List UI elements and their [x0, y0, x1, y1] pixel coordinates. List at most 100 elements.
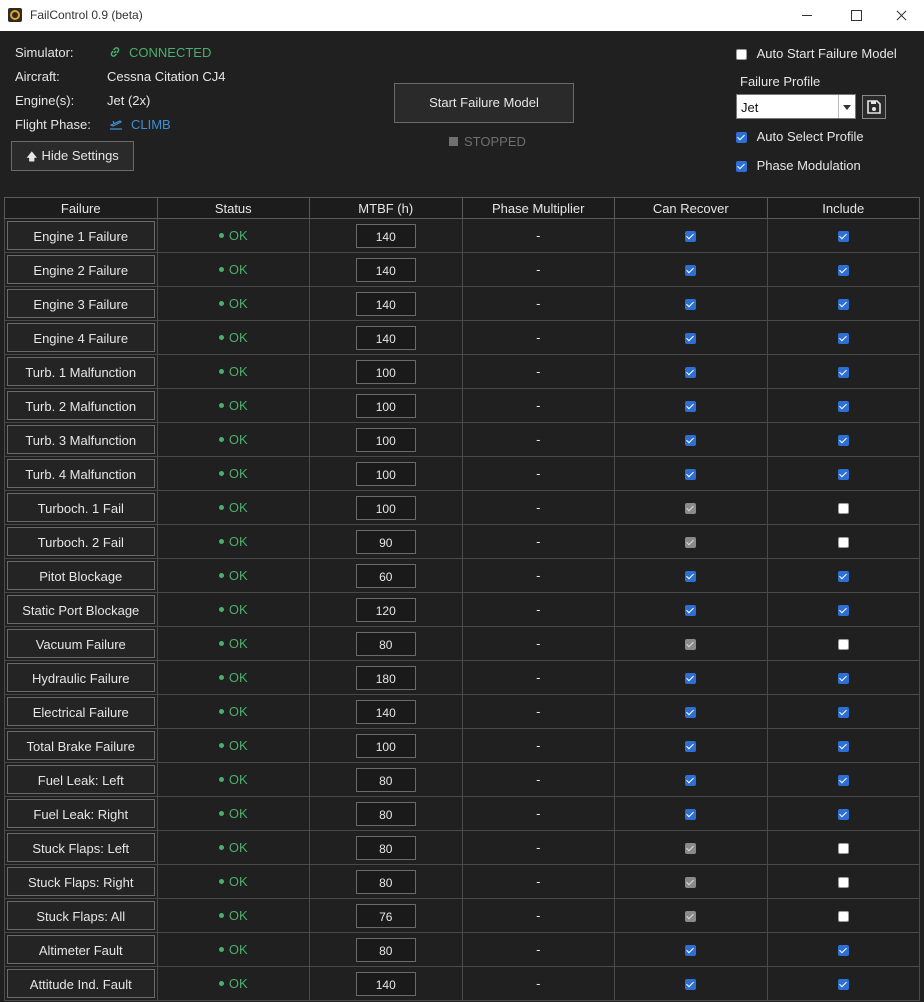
failure-button[interactable]: Engine 1 Failure	[6, 221, 155, 250]
failure-button[interactable]: Turb. 3 Malfunction	[6, 425, 155, 454]
save-profile-button[interactable]	[862, 95, 886, 119]
header-status[interactable]: Status	[156, 197, 310, 219]
can-recover-checkbox[interactable]	[685, 367, 697, 379]
include-checkbox[interactable]	[837, 707, 849, 719]
failure-button[interactable]: Stuck Flaps: Left	[6, 833, 155, 862]
mtbf-input[interactable]: 80	[355, 869, 416, 894]
include-checkbox[interactable]	[837, 367, 849, 379]
include-checkbox[interactable]	[837, 435, 849, 447]
failure-button[interactable]: Stuck Flaps: Right	[6, 867, 155, 896]
include-checkbox[interactable]	[837, 469, 849, 481]
can-recover-checkbox[interactable]	[685, 707, 697, 719]
header-mtbf[interactable]: MTBF (h)	[309, 197, 463, 219]
mtbf-input[interactable]: 100	[355, 495, 416, 520]
can-recover-checkbox[interactable]	[685, 231, 697, 243]
mtbf-input[interactable]: 100	[355, 461, 416, 486]
mtbf-input[interactable]: 120	[355, 597, 416, 622]
mtbf-input[interactable]: 60	[355, 563, 416, 588]
can-recover-checkbox[interactable]	[685, 945, 697, 957]
failure-button[interactable]: Total Brake Failure	[6, 731, 155, 760]
include-checkbox[interactable]	[837, 979, 849, 991]
close-icon[interactable]	[878, 0, 924, 31]
mtbf-input[interactable]: 80	[355, 835, 416, 860]
can-recover-checkbox[interactable]	[685, 979, 697, 991]
can-recover-checkbox[interactable]	[685, 435, 697, 447]
failure-button[interactable]: Engine 3 Failure	[6, 289, 155, 318]
failure-button[interactable]: Vacuum Failure	[6, 629, 155, 658]
failure-button[interactable]: Turb. 4 Malfunction	[6, 459, 155, 488]
can-recover-checkbox[interactable]	[685, 809, 697, 821]
include-checkbox[interactable]	[837, 741, 849, 753]
mtbf-input[interactable]: 80	[355, 767, 416, 792]
include-checkbox[interactable]	[837, 673, 849, 685]
failure-button[interactable]: Turboch. 1 Fail	[6, 493, 155, 522]
failure-button[interactable]: Static Port Blockage	[6, 595, 155, 624]
maximize-icon[interactable]	[832, 0, 878, 31]
mtbf-input[interactable]: 140	[355, 325, 416, 350]
phase-modulation-check[interactable]	[736, 161, 747, 173]
include-checkbox[interactable]	[837, 299, 849, 311]
include-checkbox[interactable]	[837, 605, 849, 617]
failure-button[interactable]: Turb. 1 Malfunction	[6, 357, 155, 386]
can-recover-checkbox[interactable]	[685, 673, 697, 685]
auto-select-checkbox[interactable]: Auto Select Profile	[736, 129, 864, 144]
auto-start-checkbox[interactable]: Auto Start Failure Model	[736, 46, 897, 61]
mtbf-input[interactable]: 140	[355, 257, 416, 282]
can-recover-checkbox[interactable]	[685, 265, 697, 277]
failure-button[interactable]: Engine 4 Failure	[6, 323, 155, 352]
failure-button[interactable]: Turboch. 2 Fail	[6, 527, 155, 556]
can-recover-checkbox[interactable]	[685, 775, 697, 787]
mtbf-input[interactable]: 76	[355, 903, 416, 928]
mtbf-input[interactable]: 140	[355, 291, 416, 316]
failure-button[interactable]: Attitude Ind. Fault	[6, 969, 155, 998]
include-checkbox[interactable]	[837, 809, 849, 821]
auto-start-check[interactable]	[736, 49, 747, 61]
failure-button[interactable]: Engine 2 Failure	[6, 255, 155, 284]
include-checkbox[interactable]	[837, 333, 849, 345]
can-recover-checkbox[interactable]	[685, 299, 697, 311]
mtbf-input[interactable]: 100	[355, 393, 416, 418]
failure-button[interactable]: Turb. 2 Malfunction	[6, 391, 155, 420]
mtbf-input[interactable]: 80	[355, 937, 416, 962]
include-checkbox[interactable]	[837, 877, 849, 889]
failure-button[interactable]: Fuel Leak: Left	[6, 765, 155, 794]
failure-button[interactable]: Altimeter Fault	[6, 935, 155, 964]
header-failure[interactable]: Failure	[4, 197, 158, 219]
auto-select-check[interactable]	[736, 132, 747, 144]
mtbf-input[interactable]: 90	[355, 529, 416, 554]
include-checkbox[interactable]	[837, 945, 849, 957]
failure-button[interactable]: Hydraulic Failure	[6, 663, 155, 692]
failure-button[interactable]: Stuck Flaps: All	[6, 901, 155, 930]
can-recover-checkbox[interactable]	[685, 401, 697, 413]
can-recover-checkbox[interactable]	[685, 741, 697, 753]
mtbf-input[interactable]: 180	[355, 665, 416, 690]
include-checkbox[interactable]	[837, 503, 849, 515]
mtbf-input[interactable]: 100	[355, 427, 416, 452]
include-checkbox[interactable]	[837, 231, 849, 243]
include-checkbox[interactable]	[837, 843, 849, 855]
chevron-down-icon[interactable]	[838, 95, 855, 118]
failure-button[interactable]: Electrical Failure	[6, 697, 155, 726]
phase-modulation-checkbox[interactable]: Phase Modulation	[736, 158, 861, 173]
include-checkbox[interactable]	[837, 775, 849, 787]
mtbf-input[interactable]: 140	[355, 223, 416, 248]
failure-button[interactable]: Fuel Leak: Right	[6, 799, 155, 828]
include-checkbox[interactable]	[837, 571, 849, 583]
minimize-icon[interactable]	[784, 0, 830, 31]
include-checkbox[interactable]	[837, 537, 849, 549]
can-recover-checkbox[interactable]	[685, 333, 697, 345]
failure-button[interactable]: Pitot Blockage	[6, 561, 155, 590]
mtbf-input[interactable]: 100	[355, 359, 416, 384]
header-phase-multiplier[interactable]: Phase Multiplier	[461, 197, 615, 219]
header-include[interactable]: Include	[766, 197, 920, 219]
mtbf-input[interactable]: 80	[355, 631, 416, 656]
include-checkbox[interactable]	[837, 911, 849, 923]
header-can-recover[interactable]: Can Recover	[614, 197, 768, 219]
include-checkbox[interactable]	[837, 639, 849, 651]
hide-settings-button[interactable]: 🡅 Hide Settings	[11, 141, 134, 171]
start-failure-model-button[interactable]: Start Failure Model	[394, 83, 574, 123]
failure-profile-select[interactable]: Jet	[736, 94, 856, 119]
mtbf-input[interactable]: 140	[355, 699, 416, 724]
include-checkbox[interactable]	[837, 265, 849, 277]
mtbf-input[interactable]: 80	[355, 801, 416, 826]
